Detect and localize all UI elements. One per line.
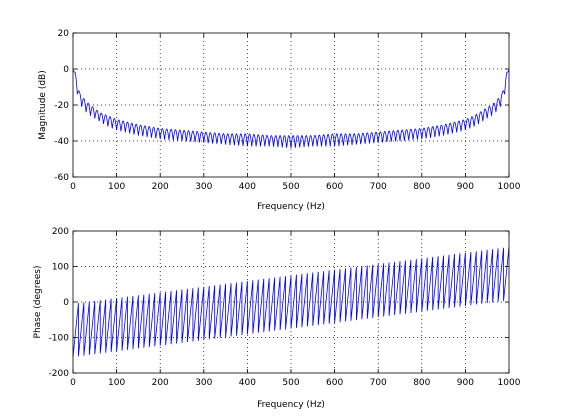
magnitude-x-tick-label: 1000	[498, 182, 521, 192]
magnitude-x-tick-labels: 0 100 200 300 400 500 600 700 800 900 1000	[70, 182, 521, 192]
magnitude-x-tick-label: 900	[457, 182, 474, 192]
magnitude-line	[72, 68, 510, 149]
magnitude-series	[72, 68, 510, 149]
magnitude-y-tick-label: -60	[54, 173, 69, 183]
magnitude-x-tick-label: 600	[326, 182, 343, 192]
phase-x-tick-label: 0	[70, 378, 76, 388]
phase-series	[72, 246, 510, 358]
phase-y-tick-label: -100	[49, 334, 70, 344]
magnitude-x-tick-label: 500	[282, 182, 299, 192]
magnitude-plot: 0 100 200 300 400 500 600 700 800 900 1000 200-20-…	[38, 29, 521, 212]
phase-x-axis-label: Frequency (Hz)	[257, 400, 325, 410]
phase-x-tick-labels: 0 100 200 300 400 500 600 700 800 900 1000	[70, 378, 521, 388]
magnitude-y-tick-label: -40	[54, 137, 69, 147]
magnitude-x-tick-label: 300	[195, 182, 212, 192]
magnitude-x-tick-label: 100	[108, 182, 125, 192]
phase-x-tick-label: 500	[282, 378, 299, 388]
phase-x-tick-label: 200	[152, 378, 169, 388]
phase-y-tick-label: 0	[63, 298, 69, 308]
magnitude-y-tick-label: 20	[58, 29, 70, 39]
phase-y-tick-label: 200	[52, 227, 69, 237]
magnitude-y-tick-labels: 20 0 -20 -40 -60	[54, 29, 69, 183]
magnitude-x-tick-label: 200	[152, 182, 169, 192]
phase-y-tick-label: 100	[52, 263, 69, 273]
phase-x-tick-label: 800	[413, 378, 430, 388]
phase-ticks	[72, 230, 510, 374]
phase-x-tick-label: 900	[457, 378, 474, 388]
magnitude-x-axis-label: Frequency (Hz)	[257, 202, 325, 212]
phase-y-tick-label: -200	[49, 369, 70, 379]
phase-x-tick-label: 300	[195, 378, 212, 388]
magnitude-x-tick-label: 800	[413, 182, 430, 192]
phase-y-axis-label: Phase (degrees)	[33, 266, 43, 339]
magnitude-x-tick-label: 0	[70, 182, 76, 192]
phase-x-tick-label: 400	[239, 378, 256, 388]
magnitude-y-axis-label: Magnitude (dB)	[38, 70, 48, 139]
phase-plot: 0 100 200 300 400 500 600 700 800 900 1000 2001000…	[33, 227, 521, 410]
magnitude-y-tick-label: 0	[63, 65, 69, 75]
phase-y-tick-labels: 200 100 0 -100 -200	[49, 227, 70, 379]
magnitude-ticks	[72, 32, 510, 178]
magnitude-x-tick-label: 400	[239, 182, 256, 192]
phase-x-tick-label: 100	[108, 378, 125, 388]
phase-x-tick-label: 700	[370, 378, 387, 388]
phase-x-tick-label: 600	[326, 378, 343, 388]
magnitude-y-tick-label: -20	[54, 101, 69, 111]
phase-line	[72, 246, 510, 358]
magnitude-x-tick-label: 700	[370, 182, 387, 192]
phase-x-tick-label: 1000	[498, 378, 521, 388]
magnitude-grid	[73, 33, 509, 177]
phase-grid	[73, 231, 509, 373]
